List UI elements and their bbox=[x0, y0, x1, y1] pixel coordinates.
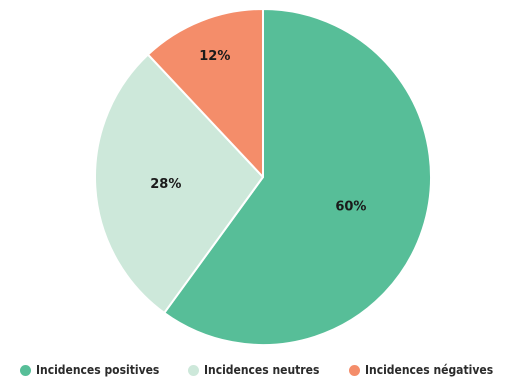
slice-negative bbox=[147, 8, 264, 178]
legend-swatch-positive bbox=[20, 364, 31, 376]
slice-label-negative: 12% bbox=[199, 49, 230, 64]
legend-label-neutral: Incidences neutres bbox=[204, 363, 320, 377]
legend: Incidences positives Incidences neutres … bbox=[0, 363, 507, 381]
legend-label-negative: Incidences négatives bbox=[365, 363, 494, 377]
slice-label-positive: 60% bbox=[335, 200, 366, 215]
legend-item-neutral: Incidences neutres bbox=[188, 363, 319, 377]
slice-positive bbox=[163, 8, 432, 346]
legend-item-negative: Incidences négatives bbox=[349, 363, 493, 377]
slice-label-neutral: 28% bbox=[150, 177, 181, 192]
slice-labels: 60% 28% 12% bbox=[150, 49, 366, 214]
legend-label-positive: Incidences positives bbox=[36, 363, 160, 377]
legend-swatch-neutral bbox=[188, 364, 199, 376]
pie-slices bbox=[94, 8, 432, 346]
legend-item-positive: Incidences positives bbox=[20, 363, 159, 377]
legend-swatch-negative bbox=[349, 364, 360, 376]
slice-neutral bbox=[94, 53, 264, 314]
